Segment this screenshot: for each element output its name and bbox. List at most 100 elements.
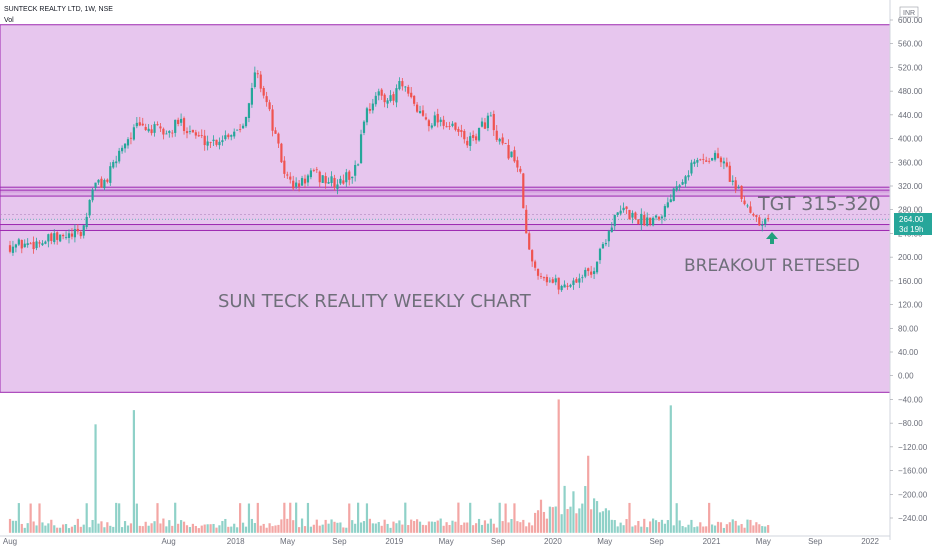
candle-body[interactable] [504, 142, 507, 144]
candle-body[interactable] [669, 199, 672, 203]
candle-body[interactable] [159, 126, 162, 129]
candle-body[interactable] [318, 171, 321, 183]
candle-body[interactable] [513, 150, 516, 162]
candle-body[interactable] [746, 205, 749, 207]
candle-body[interactable] [14, 244, 17, 248]
candle-body[interactable] [610, 227, 613, 233]
candle-body[interactable] [357, 164, 360, 166]
candle-body[interactable] [480, 121, 484, 127]
candle-body[interactable] [50, 233, 53, 241]
candle-body[interactable] [407, 86, 410, 94]
candle-body[interactable] [554, 278, 557, 283]
candle-body[interactable] [303, 178, 307, 184]
candle-body[interactable] [675, 186, 678, 191]
candle-body[interactable] [469, 136, 472, 146]
candle-body[interactable] [162, 128, 165, 135]
candle-body[interactable] [625, 206, 628, 209]
candle-body[interactable] [584, 269, 587, 277]
candle-body[interactable] [539, 276, 543, 277]
candle-body[interactable] [672, 188, 675, 201]
candle-body[interactable] [472, 134, 475, 138]
candle-body[interactable] [339, 178, 342, 184]
candle-body[interactable] [109, 166, 112, 183]
candle-body[interactable] [79, 231, 82, 237]
candle-body[interactable] [153, 124, 156, 133]
candle-body[interactable] [690, 162, 693, 174]
candle-body[interactable] [247, 103, 251, 119]
candle-body[interactable] [200, 135, 203, 136]
price-axis[interactable]: 600.00 560.00 520.00 480.00 440.00 400.00 360.… [889, 0, 928, 540]
candle-body[interactable] [188, 131, 192, 133]
candle-body[interactable] [678, 185, 681, 187]
candle-body[interactable] [578, 278, 581, 283]
candle-body[interactable] [165, 133, 168, 135]
candle-body[interactable] [545, 276, 548, 283]
candle-body[interactable] [333, 177, 336, 188]
candle-body[interactable] [106, 179, 109, 182]
candle-body[interactable] [56, 232, 59, 240]
candles-layer[interactable] [8, 66, 770, 295]
candle-body[interactable] [572, 280, 575, 285]
candle-body[interactable] [206, 141, 209, 146]
candle-body[interactable] [430, 125, 433, 128]
candle-body[interactable] [20, 240, 23, 249]
candle-body[interactable] [112, 161, 115, 168]
candle-body[interactable] [637, 219, 640, 225]
candle-body[interactable] [398, 80, 401, 90]
candle-body[interactable] [174, 119, 177, 133]
candle-body[interactable] [595, 261, 599, 273]
candle-body[interactable] [489, 115, 492, 117]
candle-body[interactable] [404, 86, 407, 88]
candle-body[interactable] [168, 131, 171, 133]
candle-body[interactable] [265, 96, 268, 103]
candle-body[interactable] [418, 111, 422, 114]
candle-body[interactable] [239, 128, 242, 130]
candle-body[interactable] [123, 143, 127, 149]
candle-body[interactable] [433, 115, 436, 126]
candle-body[interactable] [371, 103, 374, 111]
candle-body[interactable] [483, 122, 487, 129]
candle-body[interactable] [283, 160, 286, 174]
candle-body[interactable] [560, 285, 563, 291]
candle-body[interactable] [498, 138, 501, 142]
candle-body[interactable] [590, 271, 593, 275]
candle-body[interactable] [713, 152, 717, 160]
candle-body[interactable] [587, 268, 590, 272]
candle-body[interactable] [495, 130, 498, 140]
candle-body[interactable] [230, 135, 233, 137]
candle-body[interactable] [156, 124, 159, 126]
candle-body[interactable] [44, 241, 47, 244]
candle-body[interactable] [286, 174, 289, 176]
candle-body[interactable] [359, 134, 363, 164]
candle-body[interactable] [708, 160, 711, 162]
candle-body[interactable] [11, 246, 15, 253]
candle-body[interactable] [383, 94, 386, 103]
candle-body[interactable] [601, 244, 605, 249]
candle-body[interactable] [702, 159, 705, 161]
candle-body[interactable] [277, 133, 280, 144]
candle-body[interactable] [604, 242, 607, 245]
candle-body[interactable] [171, 132, 174, 134]
candle-body[interactable] [551, 279, 554, 283]
candle-body[interactable] [354, 164, 357, 176]
candle-body[interactable] [693, 161, 696, 164]
candle-body[interactable] [224, 135, 227, 140]
candle-body[interactable] [103, 180, 106, 189]
candle-body[interactable] [212, 139, 215, 141]
candle-body[interactable] [421, 110, 425, 116]
candle-body[interactable] [758, 217, 761, 226]
candle-body[interactable] [138, 122, 141, 126]
candle-body[interactable] [622, 207, 625, 211]
candle-body[interactable] [374, 95, 377, 105]
candle-body[interactable] [575, 279, 578, 283]
candle-body[interactable] [755, 215, 758, 217]
candle-body[interactable] [616, 212, 619, 215]
candle-body[interactable] [177, 119, 180, 125]
candle-body[interactable] [696, 159, 699, 163]
candle-body[interactable] [135, 122, 138, 127]
candle-body[interactable] [88, 199, 91, 216]
candle-body[interactable] [663, 206, 666, 217]
candle-body[interactable] [64, 237, 68, 238]
candle-body[interactable] [118, 150, 121, 162]
candle-body[interactable] [377, 91, 380, 96]
